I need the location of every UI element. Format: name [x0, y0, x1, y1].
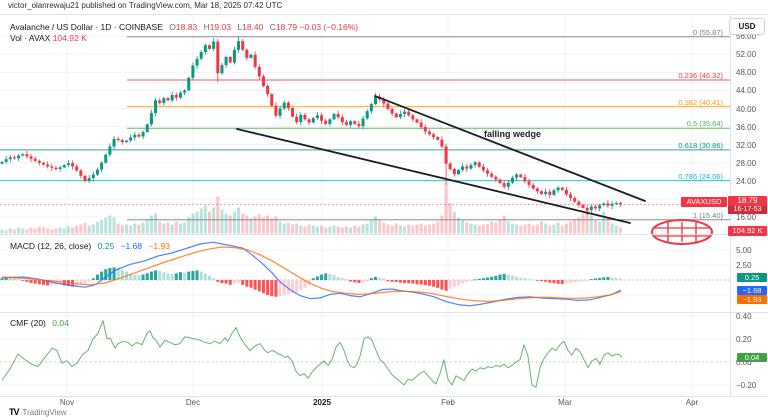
cmf-axis-tick: 0.00 [736, 358, 752, 367]
fib-level-label: 0 (55.87) [692, 27, 723, 37]
price-axis-tick: 40.00 [736, 104, 757, 114]
last-price-badge: 18.79 16-17-53 [728, 196, 767, 214]
time-axis-label: Apr [685, 398, 699, 407]
close-label: C [269, 22, 276, 32]
fib-level-label: 0.5 (35.64) [686, 119, 723, 129]
fib-level-label: 1 (15.40) [692, 210, 723, 220]
macd-axis-tick: 2.50 [736, 261, 752, 270]
symbol-title: Avalanche / US Dollar · 1D · COINBASE [10, 22, 163, 32]
volume-label: Vol · AVAX [10, 33, 51, 43]
time-axis-label: Feb [441, 398, 455, 407]
time-axis-label: Mar [558, 398, 572, 407]
tradingview-logo[interactable]: TV TradingView [9, 407, 67, 417]
high-label: H [203, 22, 210, 32]
fib-level-label: 0.786 (24.06) [678, 171, 723, 181]
fib-level-label: 0.236 (46.32) [678, 70, 723, 80]
price-axis-tick: 28.00 [736, 158, 757, 168]
macd-legend[interactable]: MACD (12, 26, close) 0.25 −1.68 −1.93 [10, 241, 174, 251]
price-axis-tick: 56.00 [736, 32, 757, 42]
close-value: 18.79 [275, 22, 298, 32]
change-value: −0.03 (−0.16%) [299, 22, 359, 32]
fib-level-label: 0.382 (40.41) [678, 97, 723, 107]
cmf-axis-tick: −0.20 [736, 381, 757, 390]
price-axis-tick: 24.00 [736, 176, 757, 186]
cmf-value: 0.04 [52, 318, 69, 328]
macd-signal-value: −1.93 [148, 241, 170, 251]
macd-hist-badge: 0.25 [737, 273, 767, 282]
time-axis-label: Nov [59, 398, 75, 407]
cmf-title: CMF (20) [10, 318, 46, 328]
open-label: O [169, 22, 176, 32]
macd-signal-badge: −1.93 [737, 295, 767, 304]
published-attribution: victor_olanrewaju21 published on Trading… [8, 1, 283, 10]
high-value: 19.03 [209, 22, 231, 32]
time-axis-label: 2025 [313, 398, 331, 407]
cmf-axis-tick: 0.40 [736, 312, 752, 321]
price-axis-tick: 36.00 [736, 122, 757, 132]
macd-line-badge: −1.68 [737, 286, 767, 295]
open-value: 18.83 [175, 22, 198, 32]
price-axis-tick: 52.00 [736, 50, 757, 60]
falling-wedge-annotation[interactable]: falling wedge [484, 129, 542, 139]
cmf-value-badge: 0.04 [737, 353, 767, 362]
volume-value: 104.92 K [52, 33, 87, 43]
price-axis-tick: 48.00 [736, 68, 757, 78]
price-axis-tick: 16.00 [736, 213, 757, 222]
time-axis-label: Dec [185, 398, 201, 407]
price-axis-tick: 44.00 [736, 86, 757, 96]
macd-line-value: −1.68 [120, 241, 143, 251]
price-axis-tick: 32.00 [736, 140, 757, 150]
last-price-value: 18.79 [737, 196, 758, 205]
macd-title: MACD (12, 26, close) [10, 241, 92, 251]
macd-axis-tick: 5.00 [736, 246, 752, 255]
chart-widget[interactable]: Avalanche / US Dollar · 1D · COINBASE O1… [0, 14, 768, 420]
fib-level-label: 0.618 (30.86) [678, 140, 723, 150]
symbol-legend[interactable]: Avalanche / US Dollar · 1D · COINBASE O1… [10, 22, 358, 44]
symbol-price-flag: AVAXUSD [681, 197, 727, 207]
cmf-axis-tick: 0.20 [736, 335, 752, 344]
volume-badge: 104.92 K [728, 226, 767, 236]
low-label: L [237, 22, 243, 32]
macd-hist-value: 0.25 [97, 241, 115, 251]
bar-countdown: 16-17-53 [728, 206, 767, 214]
chart-canvas[interactable] [0, 15, 768, 420]
tradingview-logo-text: TradingView [22, 407, 67, 417]
tradingview-logo-icon: TV [9, 407, 19, 417]
low-value: 18.40 [242, 22, 264, 32]
currency-usd-button[interactable]: USD [729, 18, 765, 35]
cmf-legend[interactable]: CMF (20) 0.04 [10, 318, 73, 328]
